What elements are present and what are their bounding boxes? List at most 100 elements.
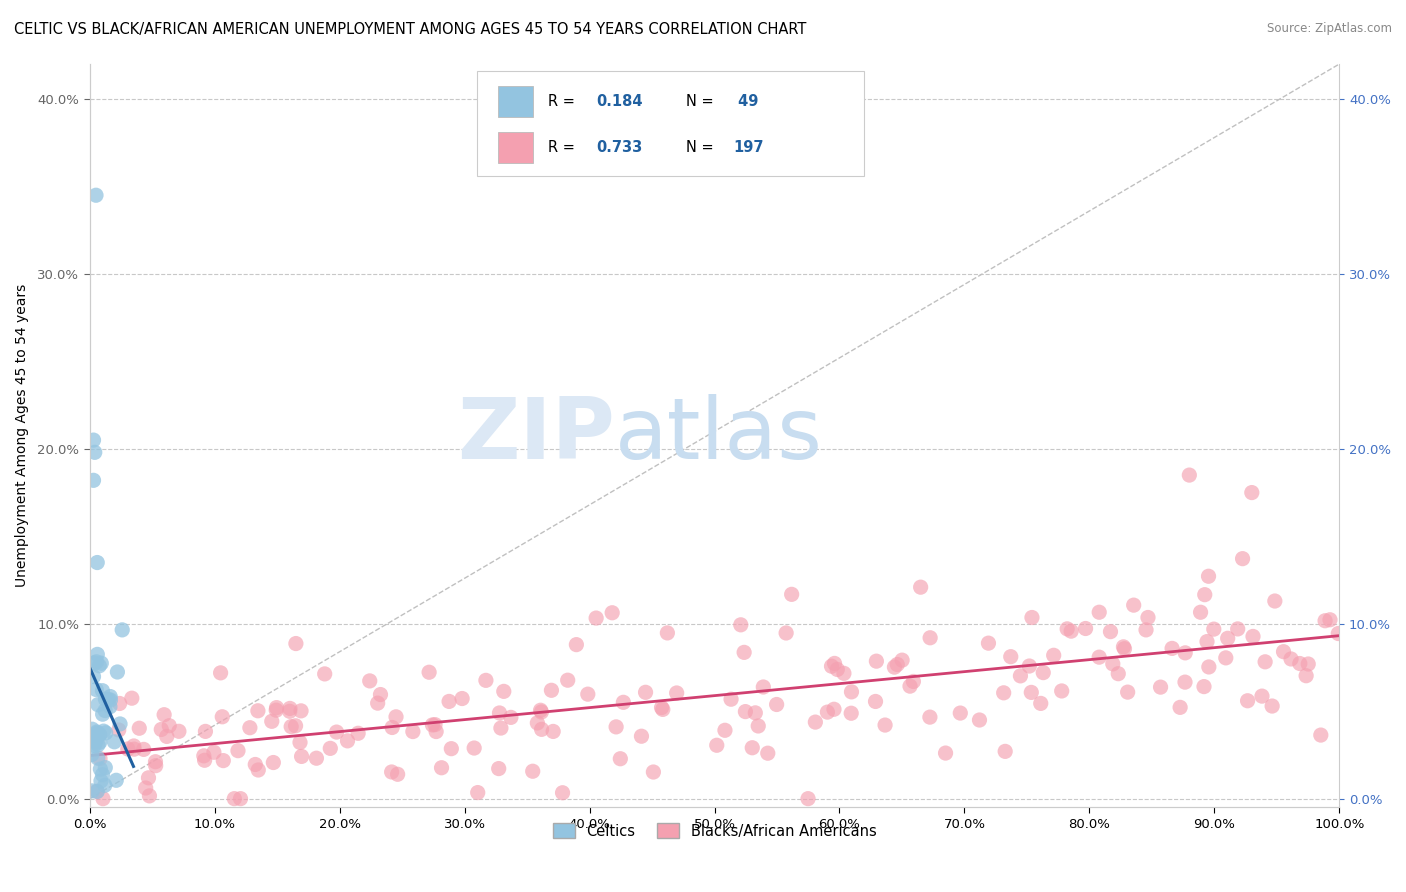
Point: [733, 645, 755, 659]
Point: [82, 723, 104, 737]
Point: [91, 683, 114, 698]
Point: [108, 697, 131, 711]
Point: [865, 654, 887, 668]
Point: [83, 445, 105, 459]
Point: [734, 705, 756, 719]
Point: [89, 762, 111, 776]
Text: N =: N =: [686, 94, 718, 109]
Point: [839, 706, 862, 721]
Point: [246, 704, 269, 718]
Point: [804, 715, 827, 730]
Text: N =: N =: [686, 140, 718, 155]
Point: [1032, 665, 1054, 680]
Point: [1174, 646, 1197, 660]
Point: [98, 690, 121, 704]
Point: [780, 587, 803, 601]
Point: [290, 704, 312, 718]
Point: [94, 692, 117, 706]
Point: [385, 710, 408, 724]
Point: [1029, 697, 1052, 711]
Point: [451, 691, 474, 706]
Point: [522, 764, 544, 779]
Point: [665, 686, 688, 700]
Point: [1050, 684, 1073, 698]
Point: [540, 683, 562, 698]
Point: [418, 665, 440, 680]
Point: [314, 667, 336, 681]
Point: [319, 741, 342, 756]
Point: [1313, 614, 1336, 628]
Point: [84, 188, 107, 202]
Point: [80, 747, 103, 762]
Point: [1107, 666, 1129, 681]
Point: [138, 771, 160, 785]
Point: [121, 691, 143, 706]
Y-axis label: Unemployment Among Ages 45 to 54 years: Unemployment Among Ages 45 to 54 years: [15, 285, 30, 587]
Point: [103, 735, 125, 749]
Point: [86, 655, 108, 669]
Point: [381, 721, 404, 735]
Point: [1202, 622, 1225, 636]
Point: [815, 705, 838, 719]
Point: [91, 767, 114, 781]
Point: [94, 778, 117, 792]
Point: [612, 695, 634, 709]
Point: [325, 725, 347, 739]
Point: [1116, 685, 1139, 699]
Point: [756, 746, 779, 760]
Point: [229, 791, 252, 805]
Point: [730, 617, 752, 632]
Point: [132, 742, 155, 756]
Point: [156, 730, 179, 744]
Point: [111, 623, 134, 637]
Point: [202, 745, 225, 759]
Point: [145, 755, 167, 769]
Point: [1194, 588, 1216, 602]
Point: [224, 791, 246, 805]
Point: [1254, 655, 1277, 669]
Point: [823, 702, 845, 716]
Point: [605, 720, 627, 734]
Point: [86, 784, 108, 798]
Point: [747, 719, 769, 733]
FancyBboxPatch shape: [498, 86, 533, 117]
Point: [105, 773, 128, 788]
Point: [1174, 675, 1197, 690]
Point: [752, 680, 775, 694]
Point: [347, 726, 370, 740]
Point: [1216, 632, 1239, 646]
Point: [89, 751, 111, 765]
Text: 197: 197: [734, 140, 763, 155]
Point: [89, 735, 111, 749]
Point: [194, 753, 217, 767]
Point: [359, 673, 381, 688]
Point: [1226, 622, 1249, 636]
Point: [1319, 613, 1341, 627]
Point: [153, 707, 176, 722]
Point: [83, 739, 105, 753]
Point: [97, 692, 120, 706]
Point: [86, 725, 108, 739]
Point: [387, 767, 409, 781]
Point: [1088, 605, 1111, 619]
Point: [920, 631, 942, 645]
Point: [651, 700, 673, 714]
Point: [278, 704, 301, 718]
Point: [82, 433, 104, 447]
Point: [499, 710, 522, 724]
Point: [969, 713, 991, 727]
Point: [1101, 657, 1123, 671]
Point: [1215, 651, 1237, 665]
Point: [1232, 551, 1254, 566]
Point: [89, 658, 111, 673]
Point: [529, 703, 551, 717]
Point: [643, 764, 665, 779]
Point: [935, 746, 957, 760]
Legend: Celtics, Blacks/African Americans: Celtics, Blacks/African Americans: [547, 818, 882, 845]
Point: [609, 752, 631, 766]
Point: [336, 734, 359, 748]
Point: [865, 694, 887, 708]
Point: [83, 656, 105, 670]
Point: [1149, 680, 1171, 694]
Point: [84, 731, 107, 745]
